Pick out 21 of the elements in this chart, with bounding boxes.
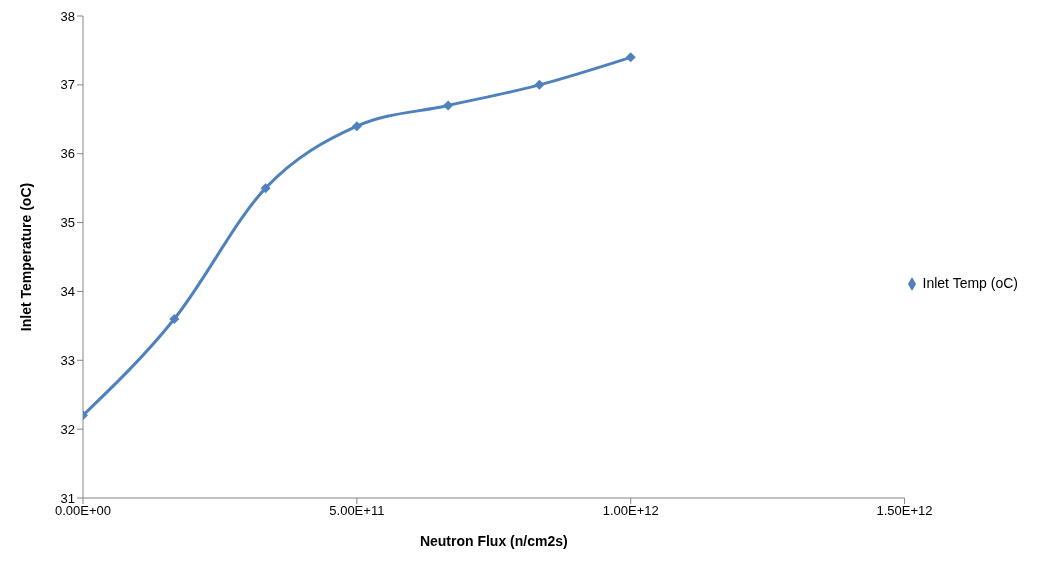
y-tick-label: 37 bbox=[60, 77, 75, 93]
point bbox=[169, 313, 180, 324]
y-axis-title: Inlet Temperature (oC) bbox=[17, 182, 34, 332]
point bbox=[443, 100, 454, 111]
point bbox=[351, 121, 362, 132]
x-tick-label: 5.00E+11 bbox=[329, 503, 385, 519]
y-tick-label: 34 bbox=[60, 284, 75, 300]
y-tick-label: 35 bbox=[60, 215, 75, 231]
point bbox=[625, 52, 636, 63]
x-tick-label: 0.00E+00 bbox=[54, 503, 112, 519]
y-tick-label: 33 bbox=[60, 352, 75, 368]
x-tick-label: 1.00E+12 bbox=[602, 503, 659, 519]
y-tick-label: 36 bbox=[60, 146, 75, 162]
y-tick-label: 31 bbox=[60, 490, 75, 506]
point bbox=[260, 183, 271, 194]
x-axis-title: Neutron Flux (n/cm2s) bbox=[419, 533, 568, 549]
y-tick-label: 38 bbox=[60, 8, 75, 24]
point bbox=[534, 79, 545, 90]
y-tick-label: 32 bbox=[60, 421, 75, 437]
x-tick-label: 1.50E+12 bbox=[876, 503, 933, 519]
legend-label: Inlet Temp (oC) bbox=[922, 274, 1018, 291]
